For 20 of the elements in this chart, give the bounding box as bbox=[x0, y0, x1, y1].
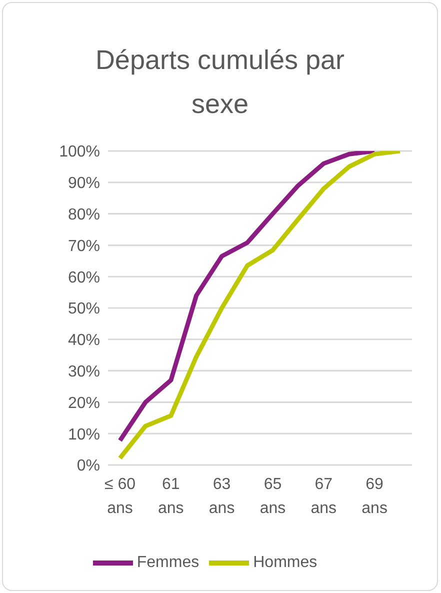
y-tick-label: 90% bbox=[68, 175, 100, 192]
x-tick-label: 63 ans bbox=[208, 476, 235, 517]
y-tick-label: 0% bbox=[76, 458, 100, 475]
y-tick-label: 100% bbox=[59, 144, 100, 161]
y-tick-label: 80% bbox=[68, 206, 100, 224]
legend-label: Femmes bbox=[136, 554, 200, 572]
x-tick-label: ≤ 60 ans bbox=[104, 476, 136, 517]
y-tick-label: 20% bbox=[68, 394, 100, 412]
y-tick-label: 60% bbox=[68, 269, 100, 286]
x-tick-label: 65 ans bbox=[260, 476, 286, 517]
chart-title: Départs cumulés par sexe bbox=[94, 44, 346, 121]
x-tick-label: 67 ans bbox=[310, 476, 337, 517]
x-tick-label: 61 ans bbox=[158, 476, 184, 517]
y-tick-label: 50% bbox=[68, 300, 100, 318]
y-tick-label: 70% bbox=[68, 238, 100, 255]
y-tick-label: 30% bbox=[68, 363, 100, 380]
legend-label: Hommes bbox=[253, 554, 318, 572]
y-tick-label: 40% bbox=[68, 332, 100, 350]
y-tick-label: 10% bbox=[68, 426, 100, 444]
x-tick-label: 69 ans bbox=[362, 476, 388, 517]
